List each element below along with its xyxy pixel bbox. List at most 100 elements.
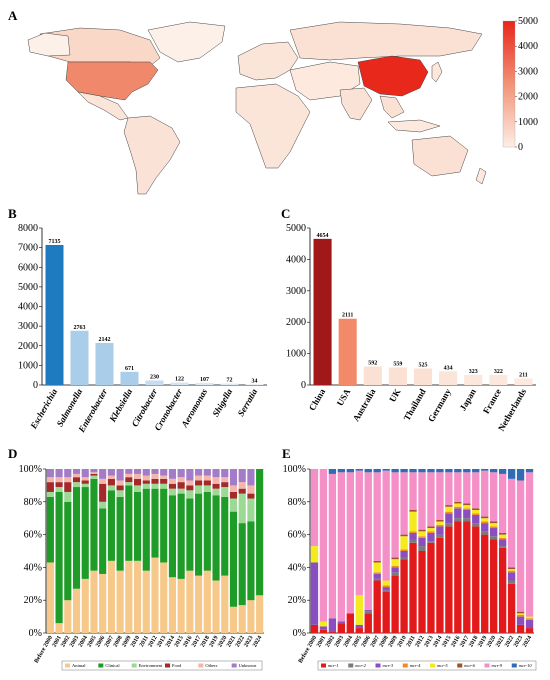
segment-2018-environment — [203, 485, 211, 492]
segment-2006-unknown — [99, 469, 107, 479]
segment-2010-mcr-3 — [400, 551, 408, 558]
segment-2019-mcr-4 — [481, 521, 489, 524]
segment-2004-animal — [81, 578, 89, 633]
segment-2015-mcr-1 — [445, 526, 453, 633]
segment-2003-mcr-10 — [337, 469, 346, 473]
segment-2010-food — [133, 478, 142, 486]
y-tick-label-3000: 3000 — [18, 321, 38, 332]
segment-2012-others — [151, 473, 159, 479]
legend-label-mcr-6: mcr-6 — [464, 663, 475, 668]
segment-2008-mcr-1 — [382, 592, 390, 633]
colorbar-tick-label-4000: 4000 — [518, 41, 538, 52]
legend-label-mcr-9: mcr-9 — [492, 663, 503, 668]
segment-2011-mcr-6 — [409, 510, 417, 512]
segment-2011-mcr-3 — [409, 532, 417, 540]
x-tick-label-2020: 2020 — [486, 635, 497, 648]
segment-2018-mcr-1 — [472, 526, 480, 633]
x-tick-label-2011: 2011 — [406, 635, 417, 648]
segment-2016-environment — [186, 490, 194, 499]
segment-2020-mcr-2 — [490, 536, 498, 540]
y-tick-label-1000: 1000 — [18, 360, 38, 371]
bar-value-label-netherlands: 211 — [519, 372, 528, 378]
segment-2021-mcr-5 — [498, 534, 507, 538]
segment-2006-animal — [99, 573, 107, 633]
bar-value-label-france: 322 — [494, 369, 503, 375]
segment-2007-food — [107, 478, 115, 486]
y-tick-label-7000: 7000 — [18, 243, 38, 254]
bar-value-label-salmonella: 2763 — [74, 325, 86, 331]
segment-2020-mcr-4 — [490, 526, 498, 529]
bar-cronobacter — [170, 382, 189, 385]
panel-label-d: D — [8, 446, 17, 461]
colorbar-tick-label-2000: 2000 — [518, 92, 538, 103]
segment-2004-mcr-1 — [346, 613, 354, 633]
segment-2010-mcr-5 — [400, 536, 408, 550]
x-tick-label-2013: 2013 — [156, 635, 167, 648]
segment-2016-clinical — [186, 498, 194, 571]
segment-2024-mcr-9 — [525, 472, 534, 617]
bar-value-label-enterobacter: 2142 — [99, 337, 111, 343]
segment-2006-mcr-1 — [364, 613, 372, 633]
segment-2019-clinical — [212, 495, 220, 581]
segment-2018-mcr-2 — [472, 523, 480, 527]
x-tick-label-2012: 2012 — [415, 635, 426, 648]
panel-label-e: E — [282, 446, 291, 461]
legend-swatch-food — [165, 663, 170, 668]
colorbar — [502, 20, 516, 148]
bar-salmonella — [70, 330, 89, 385]
segment-2009-mcr-5 — [391, 559, 399, 566]
legend-label-food: Food — [172, 663, 182, 668]
y-tick-label-40: 40% — [288, 562, 306, 573]
segment-2017-mcr-6 — [463, 503, 471, 506]
bar-value-label-aeromonas: 107 — [200, 377, 209, 383]
y-tick-label-1000: 1000 — [286, 349, 306, 360]
segment-2010-mcr-2 — [400, 557, 408, 560]
segment-2004-others — [81, 477, 89, 481]
segment-2005-mcr-5 — [355, 595, 363, 625]
bar-japan — [464, 374, 483, 385]
segment-2013-unknown — [160, 469, 168, 476]
segment-2008-animal — [116, 570, 124, 633]
segment-before-2000-clinical — [46, 496, 54, 563]
segment-2005-environment — [90, 475, 98, 479]
y-tick-label-60: 60% — [24, 530, 42, 541]
segment-2011-mcr-2 — [409, 539, 417, 543]
segment-2015-mcr-5 — [445, 506, 453, 512]
segment-2014-others — [168, 478, 177, 484]
segment-2016-mcr-6 — [454, 501, 462, 504]
segment-2023-environment — [247, 498, 255, 522]
segment-2014-mcr-3 — [436, 526, 444, 535]
segment-2012-mcr-3 — [418, 537, 426, 547]
segment-2002-mcr-9 — [328, 473, 337, 619]
segment-2007-animal — [107, 560, 115, 633]
x-tick-label-2013: 2013 — [423, 635, 434, 648]
segment-2015-food — [177, 482, 185, 489]
x-tick-label-2022: 2022 — [235, 635, 246, 648]
segment-2013-mcr-9 — [427, 472, 435, 527]
colorbar-tick-label-1000: 1000 — [518, 117, 538, 128]
segment-2014-mcr-6 — [436, 519, 444, 522]
map-mexico — [77, 91, 129, 121]
segment-2021-mcr-10 — [498, 469, 507, 474]
x-tick-label-2001: 2001 — [52, 635, 63, 648]
x-tick-label-shigella: Shigella — [210, 387, 234, 419]
x-tick-label-2004: 2004 — [78, 635, 89, 648]
x-tick-label-2008: 2008 — [113, 635, 124, 648]
legend-swatch-mcr-10 — [511, 663, 517, 668]
segment-2012-mcr-6 — [418, 529, 426, 532]
segment-2002-clinical — [64, 501, 72, 601]
bar-france — [489, 374, 508, 385]
map-china — [357, 55, 429, 97]
segment-2018-mcr-4 — [472, 513, 480, 515]
segment-2020-animal — [221, 575, 229, 633]
segment-2018-others — [203, 475, 211, 481]
bar-value-label-australia: 592 — [368, 360, 377, 366]
segment-2013-mcr-5 — [427, 528, 435, 532]
segment-2016-mcr-2 — [454, 518, 462, 522]
legend-label-environment: Environment — [139, 663, 163, 668]
x-tick-label-2002: 2002 — [60, 635, 71, 648]
segment-2007-mcr-3 — [373, 573, 381, 579]
segment-2019-food — [212, 483, 220, 489]
segment-2016-mcr-1 — [454, 521, 462, 633]
segment-2005-mcr-1 — [355, 628, 363, 633]
